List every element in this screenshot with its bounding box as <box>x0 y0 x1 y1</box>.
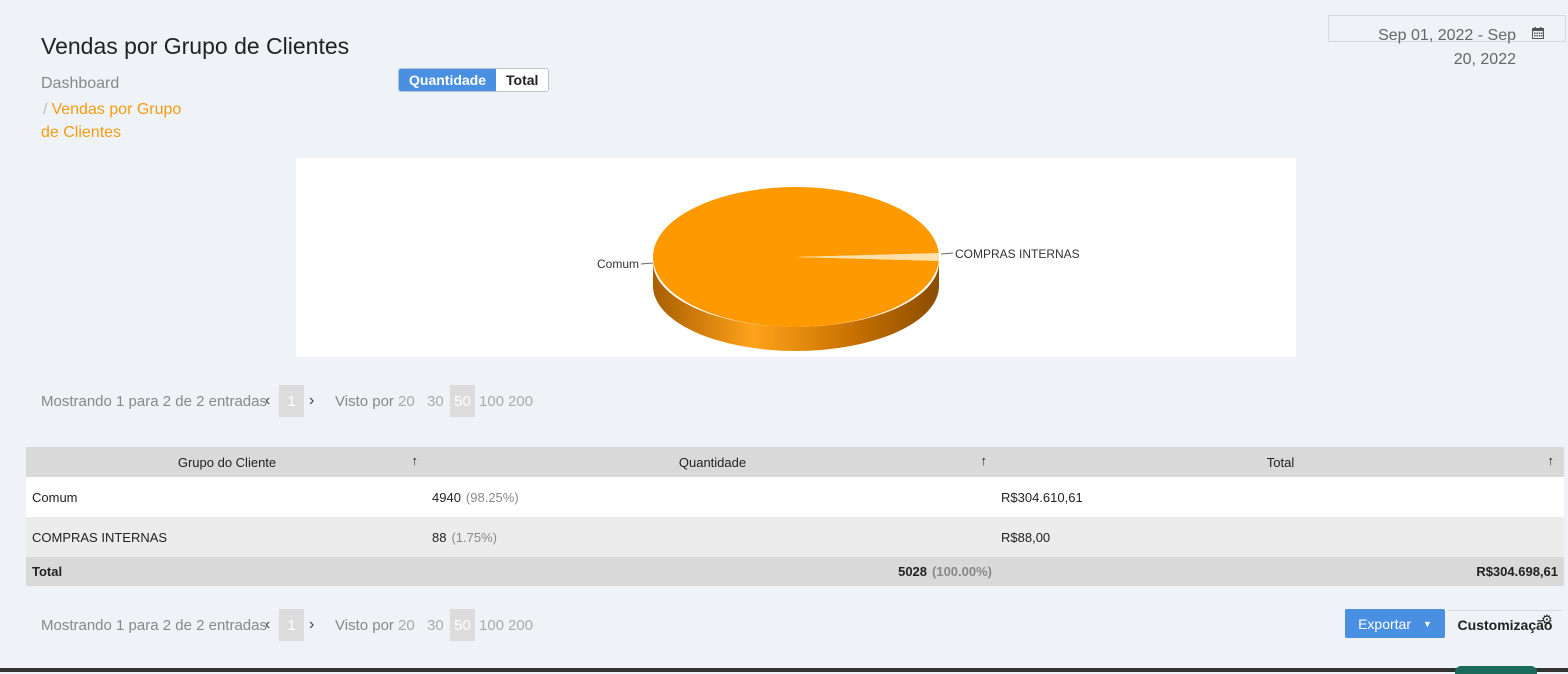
pie-slice-compras-internas[interactable] <box>796 253 939 261</box>
cell-quantidade: 88 (1.75%) <box>426 517 995 557</box>
column-label: Quantidade <box>678 454 747 470</box>
per-page-label-top: Visto por <box>335 393 394 410</box>
export-button[interactable]: Exportar ▼ <box>1345 609 1445 638</box>
quantity-value: 88 <box>432 529 447 545</box>
pager-prev-bottom[interactable]: ‹ <box>265 616 271 633</box>
footer-quantidade: 5028 (100.00%) <box>426 557 992 586</box>
per-page-20-top[interactable]: 20 <box>398 393 415 410</box>
per-page-50-bottom[interactable]: 50 <box>450 609 475 641</box>
date-range-picker[interactable] <box>1328 15 1566 42</box>
per-page-200-top[interactable]: 200 <box>508 393 534 410</box>
column-header-total[interactable]: Total ↑ <box>997 447 1564 477</box>
calendar-icon[interactable] <box>1532 27 1544 39</box>
per-page-30-top[interactable]: 30 <box>427 393 444 410</box>
cell-grupo: COMPRAS INTERNAS <box>32 529 168 545</box>
customize-button[interactable]: Customização <box>1448 610 1562 639</box>
footer-quantity-percent: (100.00%) <box>932 564 992 579</box>
footer-total: R$304.698,61 <box>1476 564 1558 579</box>
metric-toggle: Quantidade Total <box>398 68 550 92</box>
cell-quantidade: 4940 (98.25%) <box>426 477 995 517</box>
pager-info-bottom: Mostrando 1 para 2 de 2 entradas <box>41 617 267 634</box>
toggle-total[interactable]: Total <box>496 69 549 91</box>
label-connector-compras <box>940 252 954 255</box>
column-header-quantidade[interactable]: Quantidade ↑ <box>428 447 997 477</box>
quantity-value: 4940 <box>432 489 461 505</box>
per-page-20-bottom[interactable]: 20 <box>398 617 415 634</box>
pie-chart: Comum COMPRAS INTERNAS <box>597 187 1080 351</box>
caret-down-icon: ▼ <box>1423 618 1432 629</box>
per-page-label-bottom: Visto por <box>335 617 394 634</box>
cell-total: R$88,00 <box>1001 529 1051 545</box>
per-page-100-bottom[interactable]: 100 <box>479 617 505 634</box>
column-header-grupo[interactable]: Grupo do Cliente ↑ <box>26 447 428 477</box>
sort-arrow-icon[interactable]: ↑ <box>1547 453 1555 468</box>
chart-card: Comum COMPRAS INTERNAS <box>296 158 1296 357</box>
label-connector-comum <box>640 262 654 265</box>
table-row: COMPRAS INTERNAS 88 (1.75%) R$88,00 <box>26 517 1564 557</box>
date-range-value[interactable]: Sep 01, 2022 - Sep 20, 2022 <box>1378 27 1516 68</box>
pager-next-top[interactable]: › <box>309 392 315 409</box>
breadcrumb-current: Vendas por Grupo de Clientes <box>41 101 182 141</box>
pager-prev-top[interactable]: ‹ <box>265 392 271 409</box>
data-table: Grupo do Cliente ↑ Quantidade ↑ Total ↑ … <box>26 447 1564 586</box>
column-label: Total <box>1266 454 1295 470</box>
page-title: Vendas por Grupo de Clientes <box>41 33 350 59</box>
cell-grupo: Comum <box>32 489 78 505</box>
footer-label: Total <box>32 564 63 579</box>
floating-tab[interactable] <box>1455 666 1537 674</box>
table-row: Comum 4940 (98.25%) R$304.610,61 <box>26 477 1564 517</box>
pie-label-compras-internas: COMPRAS INTERNAS <box>955 247 1080 261</box>
table-header: Grupo do Cliente ↑ Quantidade ↑ Total ↑ <box>26 447 1564 477</box>
breadcrumb-root[interactable]: Dashboard <box>41 75 120 92</box>
pager-info-top: Mostrando 1 para 2 de 2 entradas <box>41 393 267 410</box>
pager-page-bottom[interactable]: 1 <box>279 609 304 641</box>
footer-quantity-value: 5028 <box>898 564 928 579</box>
per-page-50-top[interactable]: 50 <box>450 385 475 417</box>
per-page-100-top[interactable]: 100 <box>479 393 505 410</box>
column-label: Grupo do Cliente <box>177 454 277 470</box>
breadcrumb-separator: / <box>43 101 48 118</box>
toggle-quantidade[interactable]: Quantidade <box>399 69 497 91</box>
pie-side <box>653 262 939 351</box>
customize-label: Customização <box>1457 617 1553 633</box>
quantity-percent: (98.25%) <box>465 489 519 505</box>
sort-arrow-icon[interactable]: ↑ <box>980 453 988 468</box>
cell-total: R$304.610,61 <box>1001 489 1083 505</box>
pie-label-comum: Comum <box>597 257 639 271</box>
export-label: Exportar <box>1358 615 1411 632</box>
pager-page-top[interactable]: 1 <box>279 385 304 417</box>
per-page-200-bottom[interactable]: 200 <box>508 617 534 634</box>
quantity-percent: (1.75%) <box>451 529 497 545</box>
sort-arrow-icon[interactable]: ↑ <box>411 453 419 468</box>
pie-slice-comum[interactable] <box>653 187 939 327</box>
per-page-30-bottom[interactable]: 30 <box>427 617 444 634</box>
breadcrumb: / Vendas por Grupo de Clientes <box>41 98 191 144</box>
table-footer-row: Total 5028 (100.00%) R$304.698,61 <box>26 557 1564 586</box>
gear-icon[interactable]: ⚙ <box>1541 612 1553 627</box>
window-bottom-edge <box>0 668 1568 672</box>
pager-next-bottom[interactable]: › <box>309 616 315 633</box>
